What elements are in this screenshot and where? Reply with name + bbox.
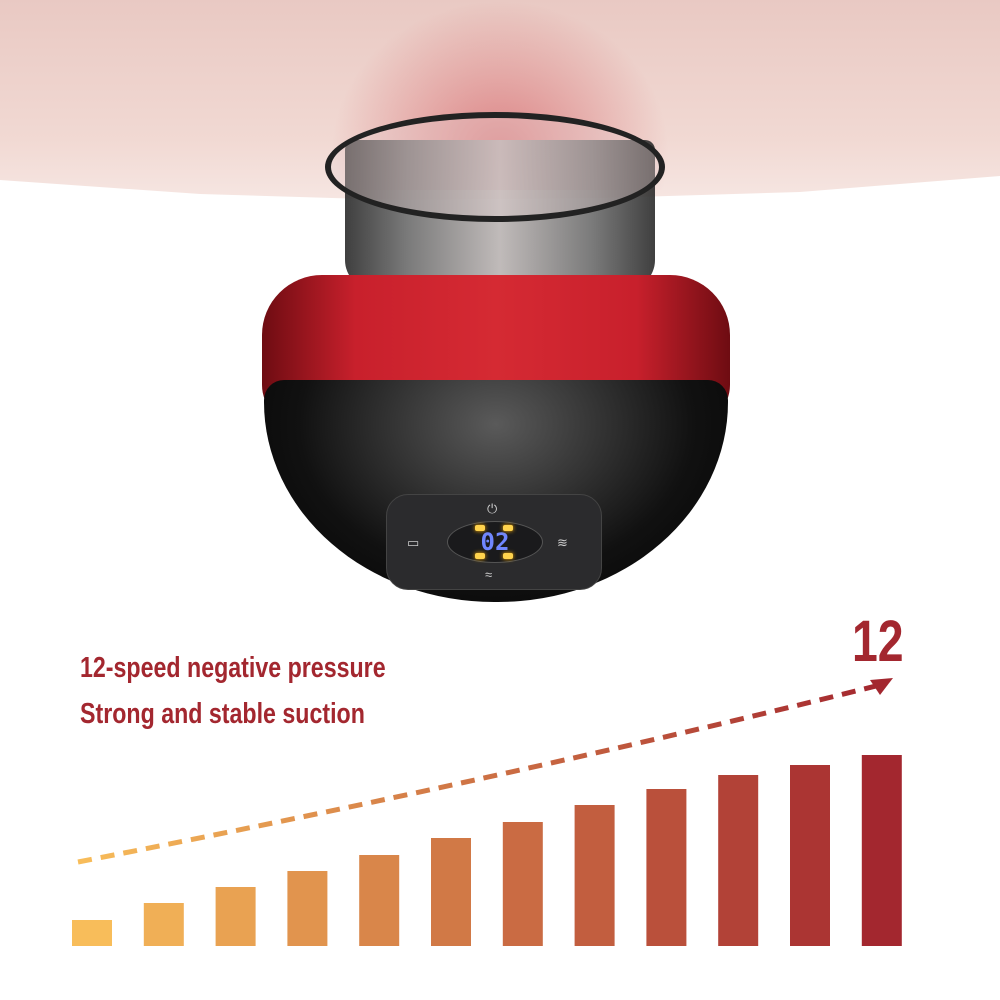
- bar-level-10: [718, 775, 759, 946]
- bar-level-12: [861, 755, 902, 946]
- heat-mode-icon[interactable]: ▭: [407, 535, 420, 550]
- cup-rim: [325, 112, 665, 222]
- bar-level-11: [790, 765, 830, 946]
- bar-level-9: [646, 789, 687, 946]
- display-value: 02: [480, 528, 510, 556]
- led: [503, 525, 513, 531]
- heat-icon[interactable]: ≋: [557, 535, 568, 550]
- bar-level-7: [502, 822, 543, 946]
- bar-level-5: [359, 855, 400, 946]
- headline-line2: Strong and stable suction: [80, 698, 365, 730]
- wave-icon[interactable]: ≈: [485, 567, 493, 582]
- bar-level-6: [431, 838, 471, 946]
- trend-arrow-line: [77, 682, 881, 865]
- bar-level-8: [574, 805, 615, 946]
- trend-arrowhead: [870, 678, 893, 695]
- level-display: 02: [447, 521, 543, 563]
- control-panel: ⏻ ▭ ≋ ≈ 02: [386, 494, 602, 590]
- headline-line1: 12-speed negative pressure: [80, 652, 386, 684]
- bar-level-3: [215, 887, 256, 946]
- bar-level-4: [287, 871, 328, 946]
- power-icon[interactable]: ⏻: [487, 501, 498, 516]
- bar-level-2: [143, 903, 184, 946]
- max-level-label: 12: [852, 609, 904, 674]
- bar-level-1: [72, 920, 112, 946]
- led: [503, 553, 513, 559]
- led: [475, 525, 485, 531]
- led: [475, 553, 485, 559]
